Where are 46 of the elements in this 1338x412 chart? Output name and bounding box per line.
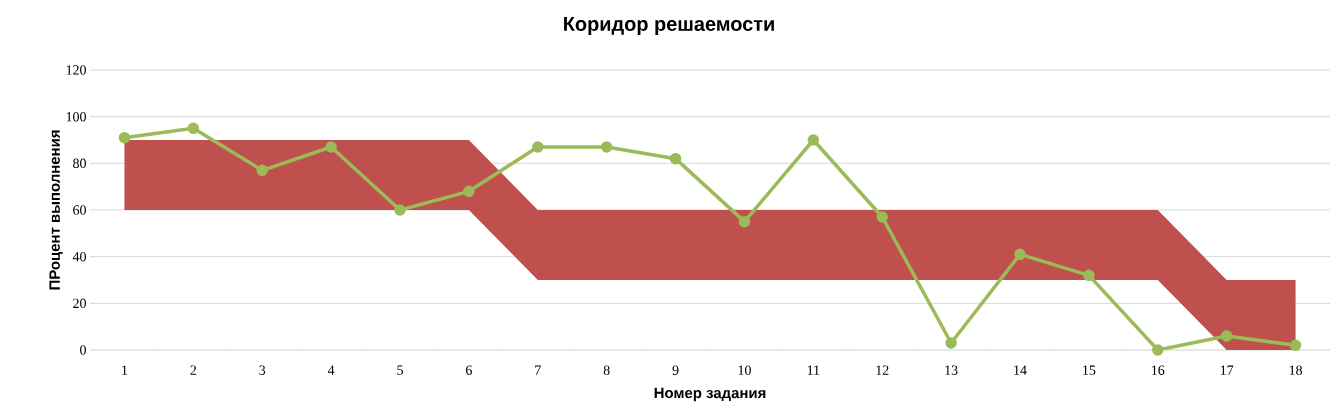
x-tick-label: 8 (603, 365, 610, 375)
point (1220, 330, 1233, 342)
point (532, 141, 544, 153)
y-axis-title: ПРоцент выполнения (49, 130, 63, 290)
point (1152, 344, 1164, 356)
point (1014, 248, 1026, 261)
y-tick-label: 20 (73, 298, 86, 309)
y-tick-label: 80 (73, 158, 86, 169)
x-tick-label: 17 (1220, 365, 1234, 375)
point (325, 141, 337, 153)
point (600, 141, 613, 153)
x-tick-label: 16 (1152, 365, 1165, 375)
x-tick-label: 18 (1289, 365, 1303, 375)
point (807, 134, 820, 146)
point (256, 164, 268, 177)
x-tick-label: 12 (876, 365, 889, 375)
x-tick-label: 5 (397, 365, 403, 375)
point (945, 337, 957, 349)
x-tick-label: 2 (190, 365, 197, 375)
x-tick-label: 3 (259, 365, 266, 375)
point (463, 185, 475, 198)
x-tick-label: 13 (945, 365, 958, 375)
x-tick-label: 10 (738, 365, 751, 375)
point (118, 131, 131, 144)
point (738, 215, 751, 228)
point (1289, 339, 1302, 352)
x-tick-label: 1 (122, 365, 128, 375)
x-tick-label: 11 (807, 365, 820, 375)
point (187, 122, 200, 135)
x-tick-label: 6 (466, 365, 472, 375)
point (1083, 269, 1095, 282)
x-tick-label: 4 (327, 365, 335, 375)
x-axis-title: Номер задания (654, 387, 766, 402)
y-tick-label: 40 (72, 251, 86, 262)
x-tick-label: 15 (1083, 365, 1096, 375)
y-tick-label: 0 (80, 345, 86, 355)
y-tick-label: 60 (73, 205, 86, 215)
y-tick-label: 120 (66, 65, 86, 75)
point (394, 204, 406, 216)
point (669, 152, 682, 165)
point (876, 211, 888, 223)
y-tick-label: 100 (66, 111, 86, 122)
chart-title: Коридор решаемости (564, 17, 774, 35)
x-tick-label: 9 (672, 365, 679, 375)
x-tick-label: 7 (535, 365, 541, 375)
x-tick-label: 14 (1014, 365, 1027, 375)
